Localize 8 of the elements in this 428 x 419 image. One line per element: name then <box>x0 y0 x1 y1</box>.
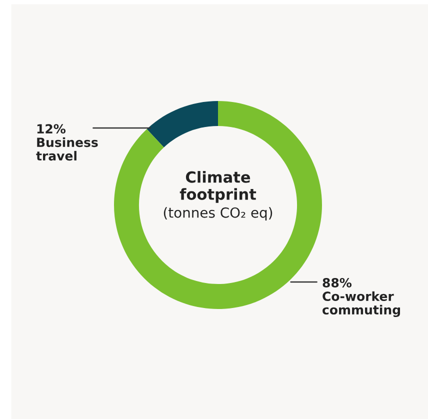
text: Climate footprint <box>180 171 256 203</box>
data-label: 88% <box>322 278 352 288</box>
slice-label: Business travel <box>36 137 98 161</box>
donut-slice <box>146 101 218 148</box>
slice-label: Co-worker commuting <box>322 291 400 318</box>
donut-slice <box>114 101 322 309</box>
data-label: 12% <box>37 124 66 134</box>
text: (tonnes CO₂ eq) <box>164 207 272 221</box>
